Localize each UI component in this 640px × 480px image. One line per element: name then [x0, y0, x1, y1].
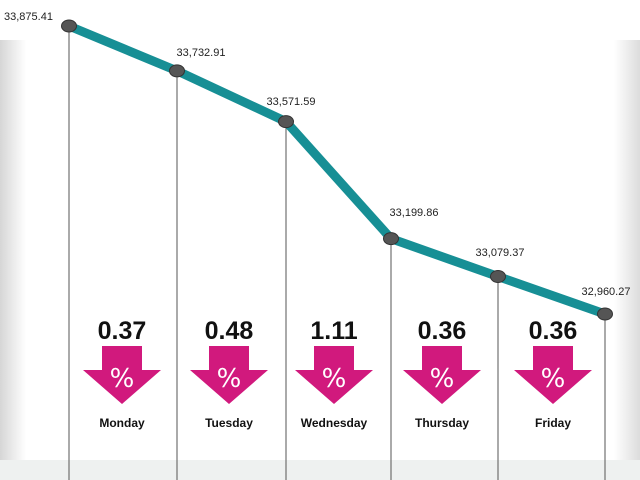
- pct-change-label: 1.11: [310, 317, 357, 345]
- pct-change-label: 0.36: [418, 317, 467, 345]
- day-label: Thursday: [415, 416, 469, 430]
- down-arrow-icon: [403, 346, 481, 404]
- pct-change-label: 0.36: [529, 317, 578, 345]
- value-label: 33,199.86: [390, 207, 439, 219]
- day-label: Tuesday: [205, 416, 253, 430]
- percent-sign: %: [217, 364, 242, 394]
- data-point: [61, 19, 77, 33]
- data-point: [490, 270, 506, 284]
- change-arrows: 0.37% Monday 0.48% Tuesday 1.11% Wednesday 0.3…: [83, 317, 592, 430]
- data-point: [383, 232, 399, 246]
- value-label: 33,875.41: [4, 11, 53, 23]
- down-arrow-icon: [295, 346, 373, 404]
- labels-group: 33,875.41 33,732.91 33,571.59 33,199.86 33,0…: [4, 11, 630, 298]
- drop-lines: [68, 26, 606, 480]
- left-edge-shadow: [0, 40, 26, 480]
- value-label: 33,079.37: [476, 247, 525, 259]
- bottom-band: [0, 460, 640, 480]
- pct-change-label: 0.37: [98, 317, 147, 345]
- day-label: Friday: [535, 416, 571, 430]
- series-line: [64, 21, 610, 319]
- percent-sign: %: [541, 364, 566, 394]
- data-point: [169, 64, 185, 78]
- value-label: 33,732.91: [177, 47, 226, 59]
- right-edge-shadow: [614, 40, 640, 480]
- day-label: Wednesday: [301, 416, 368, 430]
- percent-sign: %: [322, 364, 347, 394]
- down-arrow-icon: [514, 346, 592, 404]
- percent-sign: %: [110, 364, 135, 394]
- pct-change-label: 0.48: [205, 317, 254, 345]
- data-point: [597, 307, 613, 321]
- value-label: 33,571.59: [267, 96, 316, 108]
- percent-sign: %: [430, 364, 455, 394]
- value-label: 32,960.27: [582, 286, 631, 298]
- down-arrow-icon: [83, 346, 161, 404]
- day-label: Monday: [99, 416, 145, 430]
- series-group: [61, 19, 613, 321]
- data-point: [278, 115, 294, 129]
- down-arrow-icon: [190, 346, 268, 404]
